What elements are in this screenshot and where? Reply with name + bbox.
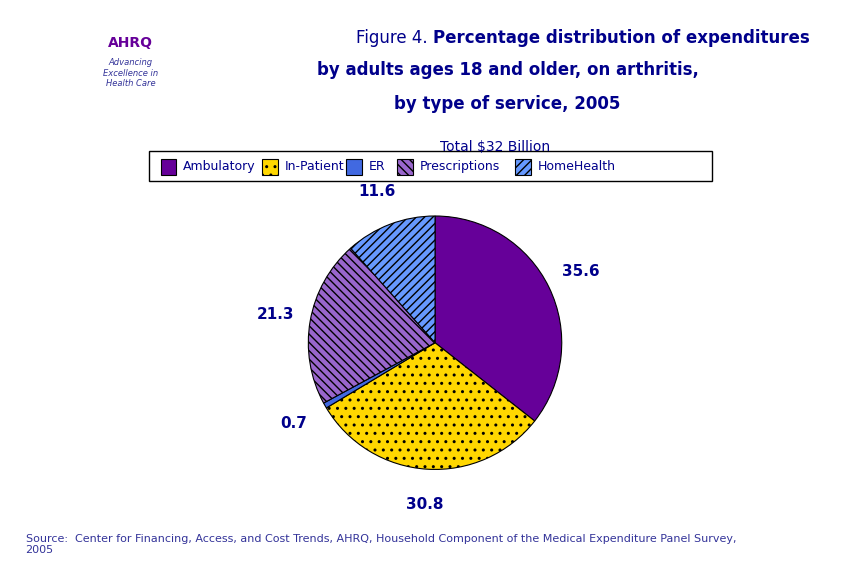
Text: Total $32 Billion: Total $32 Billion [439, 140, 550, 154]
Text: by type of service, 2005: by type of service, 2005 [394, 95, 620, 113]
Text: Advancing
Excellence in
Health Care: Advancing Excellence in Health Care [103, 58, 158, 88]
Text: Prescriptions: Prescriptions [419, 160, 499, 173]
Text: 0.7: 0.7 [280, 416, 308, 431]
Text: ER: ER [368, 160, 385, 173]
Bar [346, 159, 361, 176]
Text: 21.3: 21.3 [256, 308, 294, 323]
Text: Percentage distribution of expenditures: Percentage distribution of expenditures [432, 29, 809, 47]
Bar [396, 159, 412, 176]
Wedge shape [435, 216, 561, 421]
Bar [74, 12, 187, 124]
Wedge shape [323, 343, 435, 408]
Bar [515, 159, 530, 176]
Wedge shape [308, 248, 435, 403]
Text: 11.6: 11.6 [358, 184, 395, 199]
Wedge shape [350, 216, 435, 343]
Wedge shape [326, 343, 534, 469]
Text: 30.8: 30.8 [406, 497, 443, 512]
Text: In-Patient: In-Patient [284, 160, 343, 173]
Text: Source:  Center for Financing, Access, and Cost Trends, AHRQ, Household Componen: Source: Center for Financing, Access, an… [26, 533, 735, 555]
Bar [160, 159, 176, 176]
Text: Figure 4.: Figure 4. [355, 29, 432, 47]
Text: Ambulatory: Ambulatory [183, 160, 256, 173]
Bar [262, 159, 277, 176]
Text: 35.6: 35.6 [561, 264, 599, 279]
Text: by adults ages 18 and older, on arthritis,: by adults ages 18 and older, on arthriti… [316, 61, 698, 79]
Text: HomeHealth: HomeHealth [537, 160, 615, 173]
Text: AHRQ: AHRQ [108, 36, 153, 50]
